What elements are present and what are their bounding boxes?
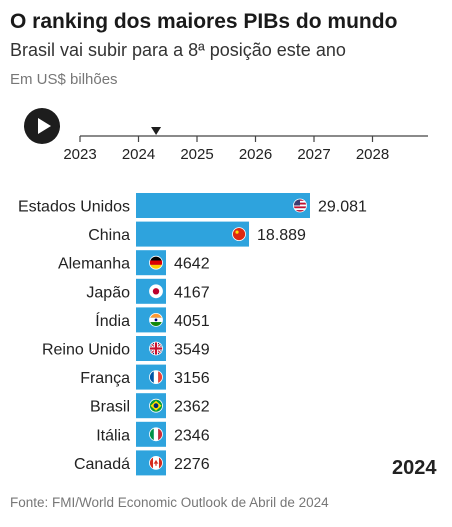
bar-value-label: 4642 — [174, 256, 210, 273]
japan-flag-icon — [149, 284, 163, 298]
bar-category-label: Brasil — [90, 399, 130, 416]
canada-flag-icon — [149, 456, 163, 470]
bar-value-label: 2276 — [174, 456, 210, 473]
units-label: Em US$ bilhões — [10, 71, 118, 88]
bar-value-label: 4051 — [174, 313, 210, 330]
bar-category-label: Itália — [96, 427, 130, 444]
bar-category-label: Estados Unidos — [18, 199, 130, 216]
bar-value-label: 3549 — [174, 342, 210, 359]
bar-row: Japão 4167 — [86, 278, 210, 304]
bar-row: Canadá 2276 — [74, 450, 210, 476]
bar-row: Itália 2346 — [96, 421, 210, 447]
chart-title: O ranking dos maiores PIBs do mundo — [10, 10, 398, 33]
play-button[interactable] — [24, 108, 60, 144]
bar-value-label: 3156 — [174, 370, 210, 387]
bar-chart: Estados Unidos 29.081 China 18.889 Alemanha 4… — [18, 193, 367, 476]
year-timeline[interactable]: 2023 2024 2025 2026 2027 2028 — [0, 100, 452, 170]
us-flag-icon — [293, 199, 307, 212]
bar-category-label: Alemanha — [58, 256, 130, 273]
bar-value-label: 29.081 — [318, 199, 367, 216]
bar-row: Reino Unido 3549 — [42, 336, 210, 361]
india-flag-icon — [149, 313, 163, 327]
bar-row: Índia 4051 — [95, 307, 210, 333]
bar-row: França 3156 — [80, 364, 210, 390]
bar-row: Alemanha 4642 — [58, 250, 210, 276]
source-note: Fonte: FMI/World Economic Outlook de Abr… — [10, 495, 329, 510]
bar-row: Brasil 2362 — [90, 393, 210, 419]
bar-value-label: 18.889 — [257, 227, 306, 244]
china-flag-icon — [232, 227, 246, 241]
timeline-year-label[interactable]: 2026 — [239, 146, 272, 163]
timeline-marker[interactable] — [151, 127, 162, 135]
timeline-year-label[interactable]: 2024 — [122, 146, 155, 163]
bar-category-label: Índia — [95, 311, 130, 330]
italy-flag-icon — [149, 427, 163, 441]
bar — [136, 193, 310, 218]
bar-category-label: França — [80, 370, 130, 387]
bar — [136, 221, 250, 247]
bar-value-label: 2362 — [174, 399, 210, 416]
germany-flag-icon — [149, 256, 163, 270]
bar-row: Estados Unidos 29.081 — [18, 193, 367, 218]
bar-category-label: Reino Unido — [42, 342, 130, 359]
timeline-year-label[interactable]: 2025 — [180, 146, 213, 163]
bar-row: China 18.889 — [88, 221, 306, 247]
bar-value-label: 4167 — [174, 284, 210, 301]
timeline-year-label[interactable]: 2028 — [356, 146, 389, 163]
france-flag-icon — [149, 370, 163, 384]
bar-value-label: 2346 — [174, 427, 210, 444]
chart-subtitle: Brasil vai subir para a 8ª posição este … — [10, 40, 346, 60]
timeline-year-label[interactable]: 2023 — [63, 146, 96, 163]
bar-category-label: Canadá — [74, 456, 130, 473]
timeline-year-label[interactable]: 2027 — [297, 146, 330, 163]
play-icon — [38, 118, 51, 134]
bar-category-label: Japão — [86, 284, 130, 301]
brazil-flag-icon — [149, 399, 163, 413]
current-year-label: 2024 — [392, 457, 437, 479]
bar-category-label: China — [88, 227, 130, 244]
